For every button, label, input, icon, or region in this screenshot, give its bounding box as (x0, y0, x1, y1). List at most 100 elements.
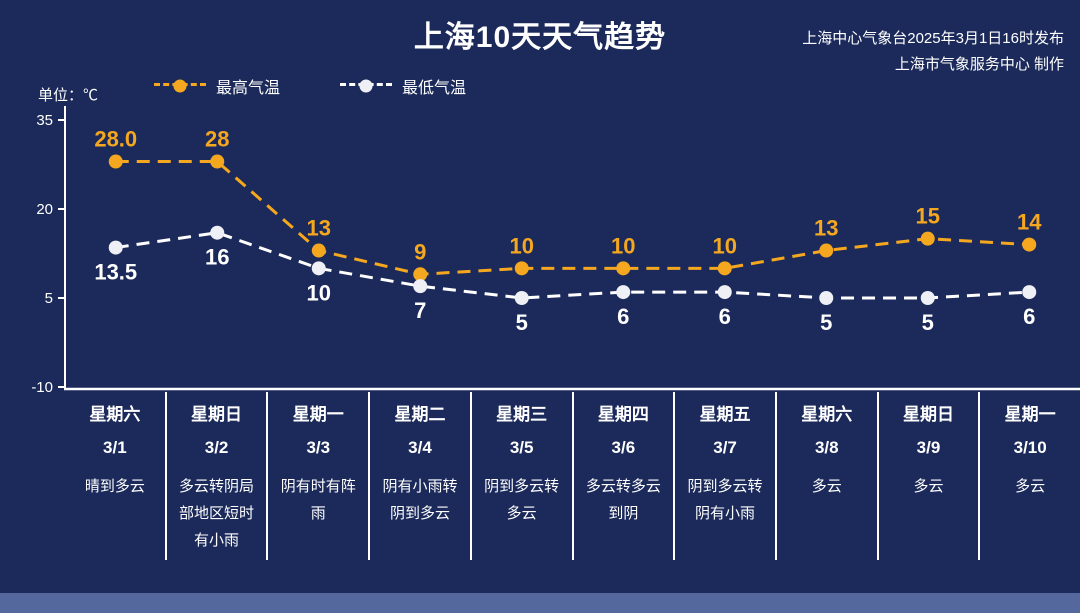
data-point (920, 231, 935, 246)
y-tick-label: 5 (45, 290, 53, 307)
day-column: 星期六 3/8 多云 (774, 392, 877, 560)
min-temp-marker-icon (340, 79, 393, 93)
value-label: 10 (713, 233, 737, 258)
legend-item-max: 最高气温 (154, 74, 280, 98)
value-label: 6 (617, 304, 629, 329)
value-label: 7 (414, 298, 426, 323)
day-column: 星期一 3/10 多云 (978, 392, 1080, 560)
day-columns: 星期六 3/1 晴到多云 星期日 3/2 多云转阴局部地区短时有小雨 星期一 3/3 阴有时有阵… (65, 392, 1080, 560)
unit-label: 单位：℃ (38, 86, 99, 104)
weather-text: 多云转阴局部地区短时有小雨 (179, 478, 255, 549)
weekday-label: 星期二 (394, 405, 446, 424)
weather-text: 晴到多云 (84, 478, 145, 495)
day-column: 星期三 3/5 阴到多云转多云 (469, 392, 572, 560)
source-line-1: 上海中心气象台2025年3月1日16时发布 (802, 30, 1064, 47)
weekday-label: 星期一 (292, 405, 344, 424)
date-label: 3/7 (713, 438, 737, 457)
day-column: 星期四 3/6 多云转多云到阴 (571, 392, 674, 560)
data-point (616, 285, 631, 300)
legend-min-label: 最低气温 (402, 80, 467, 97)
weekday-label: 星期一 (1004, 405, 1056, 424)
date-label: 3/1 (103, 438, 127, 457)
weather-text: 阴到多云转阴有小雨 (687, 478, 763, 522)
weekday-label: 星期五 (699, 405, 751, 424)
value-label: 13.5 (94, 260, 137, 285)
data-point (717, 285, 732, 300)
source-info: 上海中心气象台2025年3月1日16时发布 上海市气象服务中心 制作 (802, 26, 1064, 78)
day-column: 星期五 3/7 阴到多云转阴有小雨 (673, 392, 775, 560)
value-label: 10 (307, 280, 331, 305)
weather-text: 多云 (1015, 478, 1046, 495)
max-temp-marker-icon (154, 79, 207, 93)
data-point (717, 261, 732, 276)
data-point (616, 261, 631, 276)
weather-text: 阴有时有阵雨 (280, 478, 356, 522)
day-column: 星期二 3/4 阴有小雨转阴到多云 (368, 392, 470, 560)
weekday-label: 星期四 (597, 405, 649, 424)
value-label: 10 (510, 233, 534, 258)
data-point (514, 291, 529, 305)
value-label: 6 (1023, 304, 1035, 329)
value-label: 9 (414, 239, 426, 264)
date-label: 3/9 (916, 438, 941, 457)
y-tick-label: 20 (36, 201, 53, 218)
day-column: 星期一 3/3 阴有时有阵雨 (266, 392, 368, 560)
data-point (413, 279, 428, 294)
data-point (311, 243, 326, 258)
weekday-label: 星期三 (496, 405, 548, 424)
data-point (413, 267, 428, 282)
value-label: 15 (916, 204, 940, 229)
value-label: 6 (719, 304, 731, 329)
data-point (920, 291, 935, 305)
y-tick-label: 35 (36, 112, 53, 129)
data-point (210, 154, 225, 169)
weekday-label: 星期日 (191, 405, 243, 424)
value-label: 13 (307, 216, 331, 241)
data-point (1022, 285, 1037, 300)
day-column: 星期日 3/9 多云 (876, 392, 979, 560)
y-tick-label: -10 (31, 379, 53, 396)
date-label: 3/5 (509, 438, 534, 457)
date-label: 3/6 (611, 438, 636, 457)
date-label: 3/4 (408, 438, 432, 457)
series-line-min (115, 231, 1030, 300)
data-point (819, 291, 834, 305)
data-point (819, 243, 834, 258)
value-label: 28 (205, 127, 229, 152)
weather-text: 多云转多云到阴 (585, 478, 661, 522)
weekday-label: 星期日 (902, 405, 954, 424)
legend-item-min: 最低气温 (340, 74, 466, 98)
value-label: 14 (1017, 210, 1042, 235)
value-label: 10 (611, 233, 635, 258)
weekday-label: 星期六 (89, 405, 141, 424)
data-point (210, 225, 225, 240)
value-label: 16 (205, 245, 229, 270)
footer-bar (0, 593, 1080, 613)
weather-text: 阴有小雨转阴到多云 (382, 478, 458, 522)
weather-text: 阴到多云转多云 (484, 478, 560, 522)
legend-max-label: 最高气温 (216, 80, 281, 97)
day-column: 星期日 3/2 多云转阴局部地区短时有小雨 (164, 392, 267, 560)
weather-text: 多云 (913, 478, 944, 495)
value-label: 5 (516, 310, 528, 335)
date-label: 3/10 (1013, 438, 1047, 457)
page-title: 上海10天天气趋势 (413, 21, 667, 54)
date-label: 3/8 (814, 438, 839, 457)
weather-text: 多云 (811, 478, 842, 495)
value-label: 5 (922, 310, 934, 335)
data-point (311, 261, 326, 276)
value-label: 28.0 (94, 127, 137, 152)
value-label: 5 (820, 310, 832, 335)
weekday-label: 星期六 (801, 405, 853, 424)
data-point (108, 240, 123, 255)
source-line-2: 上海市气象服务中心 制作 (894, 56, 1064, 73)
data-point (1022, 237, 1037, 252)
date-label: 3/2 (204, 438, 229, 457)
legend: 单位：℃ 最高气温 最低气温 (38, 74, 526, 104)
data-point (514, 261, 529, 276)
day-column: 星期六 3/1 晴到多云 (65, 392, 165, 560)
value-label: 13 (814, 216, 838, 241)
series-line-max (115, 160, 1030, 276)
